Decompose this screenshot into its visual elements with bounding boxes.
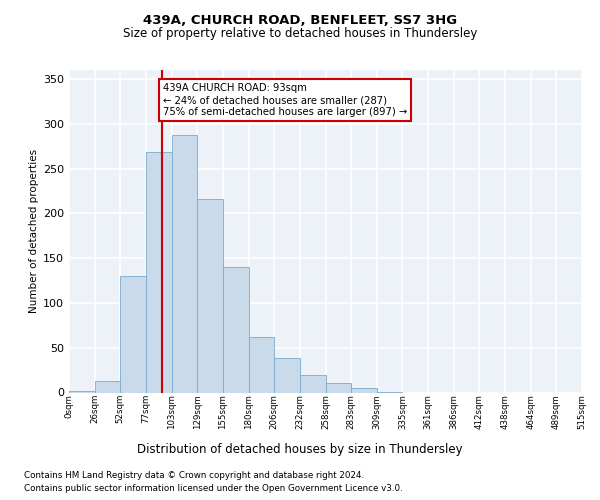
Bar [351,388,377,392]
Bar [274,358,300,392]
Bar [172,136,197,392]
Bar [325,382,351,392]
Bar [121,276,146,392]
Bar [95,381,121,392]
Y-axis label: Number of detached properties: Number of detached properties [29,149,39,314]
Text: Contains HM Land Registry data © Crown copyright and database right 2024.: Contains HM Land Registry data © Crown c… [24,471,364,480]
Bar [146,152,172,392]
Bar [69,390,95,392]
Bar [300,374,325,392]
Text: Contains public sector information licensed under the Open Government Licence v3: Contains public sector information licen… [24,484,403,493]
Text: 439A CHURCH ROAD: 93sqm
← 24% of detached houses are smaller (287)
75% of semi-d: 439A CHURCH ROAD: 93sqm ← 24% of detache… [163,84,407,116]
Text: Size of property relative to detached houses in Thundersley: Size of property relative to detached ho… [123,28,477,40]
Bar [248,337,274,392]
Text: Distribution of detached houses by size in Thundersley: Distribution of detached houses by size … [137,442,463,456]
Text: 439A, CHURCH ROAD, BENFLEET, SS7 3HG: 439A, CHURCH ROAD, BENFLEET, SS7 3HG [143,14,457,27]
Bar [197,199,223,392]
Bar [223,267,248,392]
